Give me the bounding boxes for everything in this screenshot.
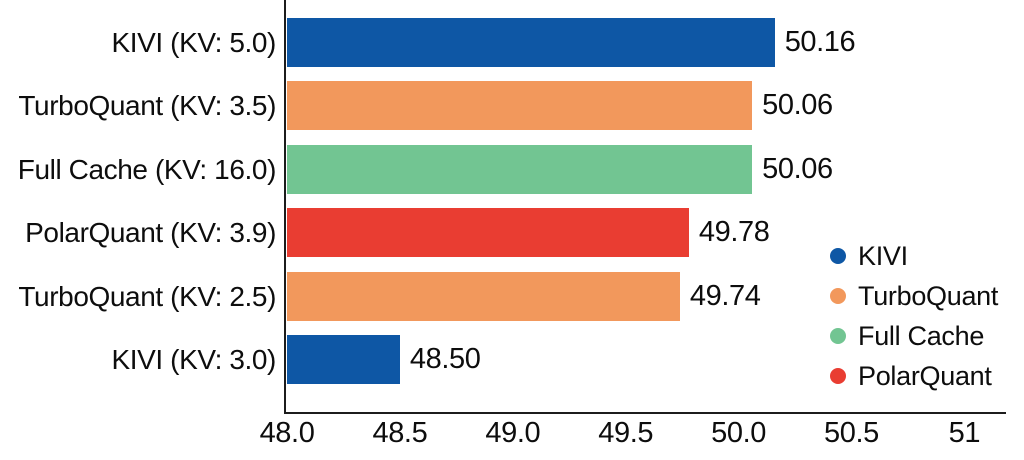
x-tick-label: 49.0 bbox=[485, 417, 541, 449]
legend-label: Full Cache bbox=[858, 320, 985, 351]
bar bbox=[287, 271, 680, 321]
value-label: 49.74 bbox=[689, 279, 761, 312]
bar bbox=[287, 335, 400, 384]
x-tick-label: 49.5 bbox=[598, 417, 654, 449]
bar bbox=[287, 81, 753, 131]
legend-label: PolarQuant bbox=[858, 360, 992, 391]
legend-entry: PolarQuant bbox=[830, 356, 998, 396]
x-axis-spine bbox=[284, 412, 1006, 414]
value-label: 49.78 bbox=[698, 216, 770, 249]
x-tick-label: 51 bbox=[948, 417, 981, 449]
legend-dot-icon bbox=[830, 288, 846, 304]
x-tick-label: 50.5 bbox=[824, 417, 879, 449]
y-axis-spine bbox=[284, 0, 286, 414]
bar bbox=[287, 144, 753, 194]
bar bbox=[287, 208, 689, 258]
x-tick-label: 50.0 bbox=[711, 417, 766, 449]
legend-entry: KIVI bbox=[830, 236, 998, 276]
value-label: 50.06 bbox=[762, 152, 833, 185]
legend-dot-icon bbox=[830, 368, 846, 384]
category-label: TurboQuant (KV: 3.5) bbox=[18, 90, 276, 122]
value-label: 50.06 bbox=[762, 89, 833, 122]
x-tick-label: 48.0 bbox=[259, 417, 315, 449]
category-label: Full Cache (KV: 16.0) bbox=[17, 153, 277, 185]
legend: KIVI TurboQuant Full Cache PolarQuant bbox=[830, 236, 998, 396]
category-label: KIVI (KV: 3.0) bbox=[111, 344, 276, 375]
x-tick-label: 48.5 bbox=[372, 417, 428, 449]
legend-dot-icon bbox=[830, 328, 846, 344]
category-label: KIVI (KV: 5.0) bbox=[111, 27, 276, 58]
bar bbox=[287, 18, 775, 67]
category-label: PolarQuant (KV: 3.9) bbox=[25, 217, 276, 249]
legend-dot-icon bbox=[830, 248, 846, 264]
category-label: TurboQuant (KV: 2.5) bbox=[18, 280, 276, 312]
legend-entry: TurboQuant bbox=[830, 276, 998, 316]
legend-label: KIVI bbox=[858, 240, 908, 271]
legend-label: TurboQuant bbox=[858, 280, 999, 311]
value-label: 50.16 bbox=[784, 26, 856, 58]
value-label: 48.50 bbox=[409, 343, 481, 375]
legend-entry: Full Cache bbox=[830, 316, 998, 356]
